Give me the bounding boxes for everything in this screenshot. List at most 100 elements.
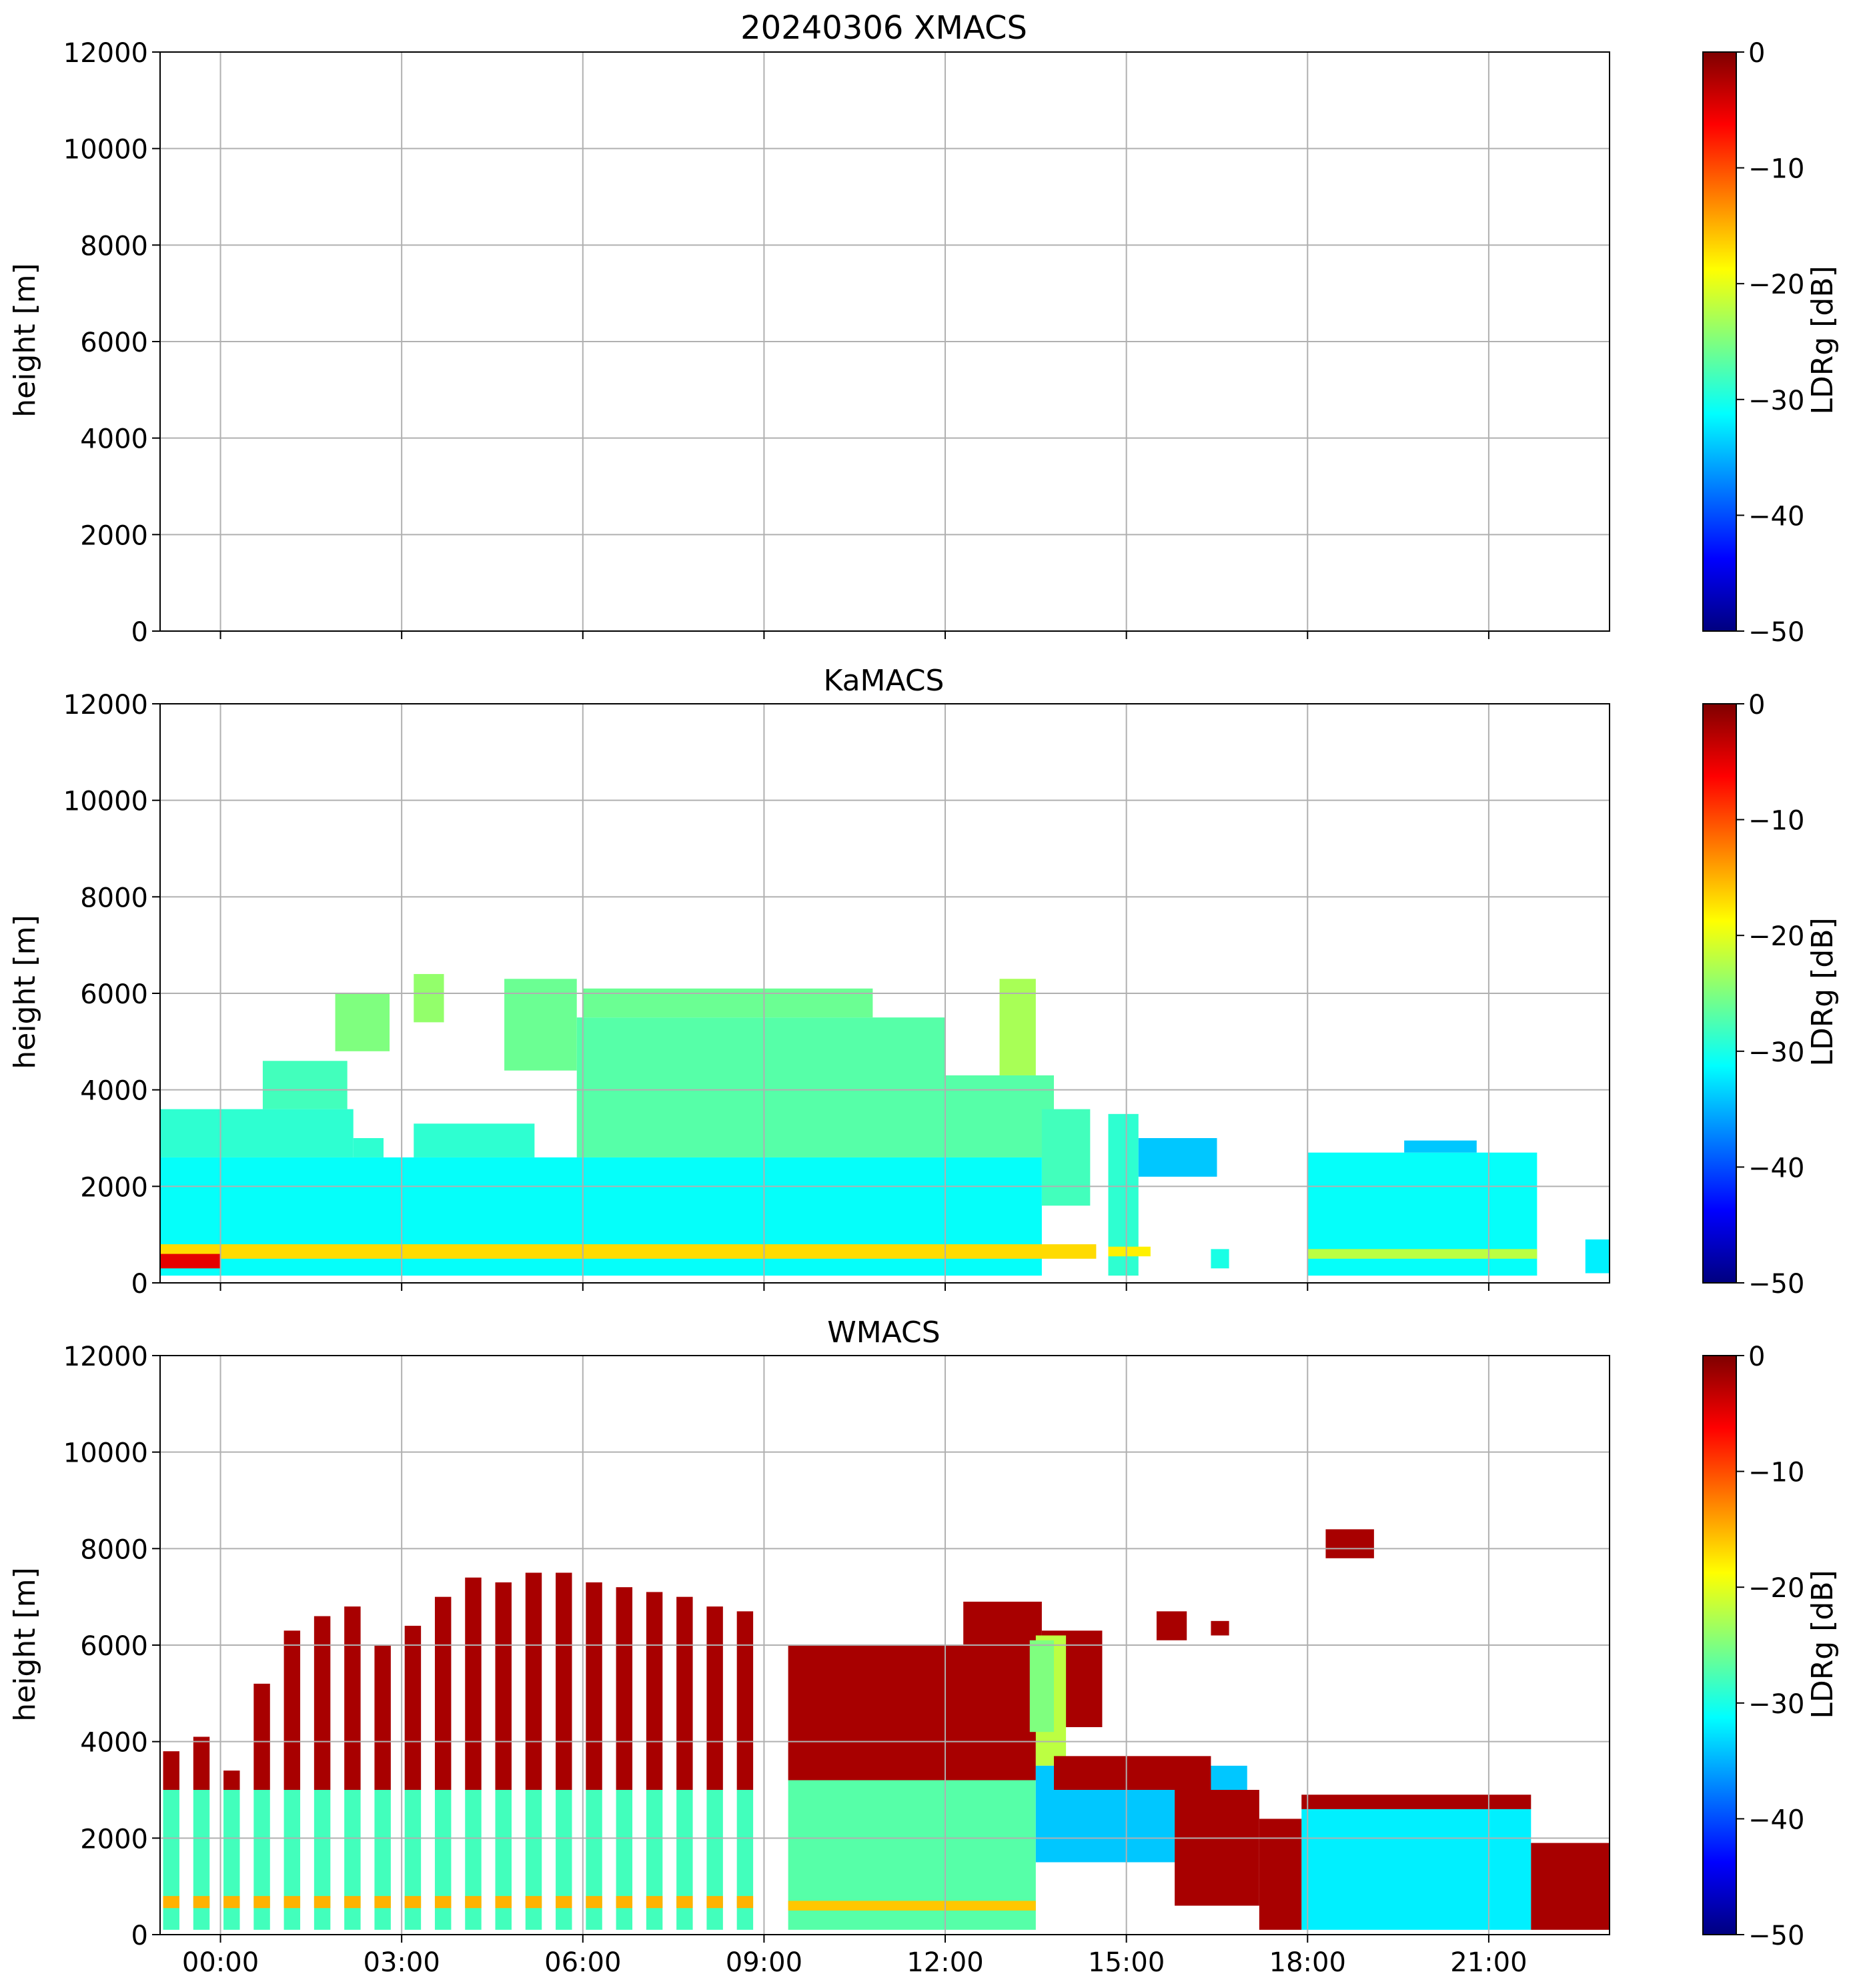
y-tick-label: 12000	[63, 690, 148, 720]
echo-region	[1211, 1249, 1229, 1269]
echo-bar-upper	[374, 1645, 391, 1790]
melting-layer-band	[404, 1896, 422, 1909]
x-tick-label: 12:00	[906, 1947, 983, 1978]
melting-layer-band	[465, 1896, 482, 1909]
x-tick-label: 18:00	[1269, 1947, 1346, 1978]
colorbar-label: LDRg [dB]	[1806, 266, 1840, 414]
echo-bar-lower	[223, 1790, 240, 1930]
echo-region	[1585, 1239, 1610, 1274]
colorbar-tick-label: −40	[1748, 1153, 1804, 1183]
echo-bar-lower	[374, 1790, 391, 1930]
y-tick-label: 4000	[80, 1076, 148, 1107]
heatmap-data	[160, 974, 1610, 1276]
echo-region	[1211, 1620, 1229, 1636]
echo-region	[1325, 1529, 1374, 1558]
colorbar-tick-label: −40	[1748, 1805, 1804, 1835]
colorbar-tick-label: −10	[1748, 806, 1804, 837]
echo-region	[160, 1109, 354, 1157]
echo-bar-lower	[676, 1790, 693, 1930]
y-tick-label: 6000	[80, 979, 148, 1010]
echo-bar-lower	[404, 1790, 422, 1930]
echo-region	[262, 1061, 348, 1109]
x-tick-label: 06:00	[544, 1947, 621, 1978]
echo-bar-upper	[163, 1751, 179, 1790]
echo-bar-lower	[283, 1790, 301, 1930]
y-tick-label: 0	[131, 1921, 148, 1951]
y-tick-label: 8000	[80, 1534, 148, 1565]
echo-region	[414, 974, 444, 1023]
y-tick-label: 0	[131, 1269, 148, 1300]
y-axis-ticks: 0 2000 4000 6000 8000 10000 12000	[63, 38, 160, 648]
y-tick-label: 2000	[80, 520, 148, 551]
echo-bar-lower	[434, 1790, 452, 1930]
y-tick-label: 12000	[63, 38, 148, 69]
echo-region	[963, 1601, 1042, 1742]
x-axis-ticks	[219, 631, 1489, 639]
y-tick-label: 0	[131, 617, 148, 648]
echo-region	[1301, 1809, 1531, 1930]
echo-bar-lower	[495, 1790, 512, 1930]
melting-layer-band	[253, 1896, 270, 1909]
echo-bar-upper	[676, 1596, 693, 1790]
echo-region	[1108, 1246, 1151, 1257]
echo-bar-upper	[556, 1572, 572, 1790]
echo-bar-lower	[344, 1790, 361, 1930]
echo-bar-upper	[253, 1683, 270, 1790]
colorbar-tick-label: −30	[1748, 1037, 1804, 1068]
colorbar-label: LDRg [dB]	[1806, 917, 1840, 1066]
echo-region	[1138, 1138, 1217, 1177]
colorbar-tick-label: −10	[1748, 154, 1804, 185]
panel-title: WMACS	[827, 1316, 940, 1350]
melting-layer-band	[223, 1896, 240, 1909]
y-tick-label: 10000	[63, 135, 148, 165]
panel-xmacs: 20240306 XMACS 0 2000 4000 6000 8000 10000 120…	[8, 9, 1840, 648]
melting-layer-band	[495, 1896, 512, 1909]
melting-layer-band	[283, 1896, 301, 1909]
heatmap-data	[163, 1529, 1610, 1930]
colorbar-tick-label: −50	[1748, 1921, 1804, 1951]
colorbar-tick-label: −20	[1748, 921, 1804, 952]
echo-bar-upper	[434, 1596, 452, 1790]
echo-bar-upper	[314, 1616, 331, 1790]
x-tick-label: 15:00	[1088, 1947, 1165, 1978]
melting-layer-band	[616, 1896, 633, 1909]
y-axis-label: height [m]	[8, 1567, 42, 1721]
echo-bar-lower	[706, 1790, 723, 1930]
echo-region	[1041, 1109, 1091, 1206]
melting-layer-band	[434, 1896, 452, 1909]
melting-layer-band	[374, 1896, 391, 1909]
echo-region	[1156, 1611, 1187, 1640]
y-axis-ticks: 0 2000 4000 6000 8000 10000 12000	[63, 690, 160, 1300]
y-tick-label: 4000	[80, 1728, 148, 1759]
echo-bar-lower	[525, 1790, 542, 1930]
y-tick-label: 8000	[80, 231, 148, 262]
echo-bar-lower	[646, 1790, 663, 1930]
echo-region	[1054, 1756, 1211, 1790]
echo-region	[1307, 1249, 1537, 1259]
echo-bar-upper	[465, 1577, 482, 1790]
y-tick-label: 6000	[80, 1631, 148, 1662]
echo-bar-upper	[495, 1582, 512, 1790]
echo-region	[1301, 1795, 1531, 1809]
panel-kamacs: KaMACS 0 2000 4000 6000 8000 10000 12000 heigh…	[8, 664, 1840, 1300]
echo-region	[160, 1254, 221, 1269]
melting-layer-band	[525, 1896, 542, 1909]
panel-title: 20240306 XMACS	[740, 9, 1027, 47]
y-tick-label: 12000	[63, 1342, 148, 1372]
y-tick-label: 4000	[80, 424, 148, 455]
melting-layer-band	[344, 1896, 361, 1909]
y-tick-label: 6000	[80, 328, 148, 358]
echo-region	[414, 1123, 535, 1157]
echo-bar-lower	[556, 1790, 572, 1930]
melting-layer-band	[193, 1896, 210, 1909]
colorbar-gradient	[1702, 703, 1737, 1284]
echo-region	[1029, 1640, 1055, 1732]
echo-bar-lower	[253, 1790, 270, 1930]
y-axis-label: height [m]	[8, 263, 42, 417]
y-tick-label: 2000	[80, 1824, 148, 1855]
echo-region	[160, 1244, 1097, 1259]
colorbar: 0 −10 −20 −30 −40 −50	[1702, 1342, 1804, 1951]
colorbar-tick-label: −50	[1748, 617, 1804, 648]
echo-region	[788, 1901, 1036, 1911]
y-tick-label: 2000	[80, 1172, 148, 1203]
